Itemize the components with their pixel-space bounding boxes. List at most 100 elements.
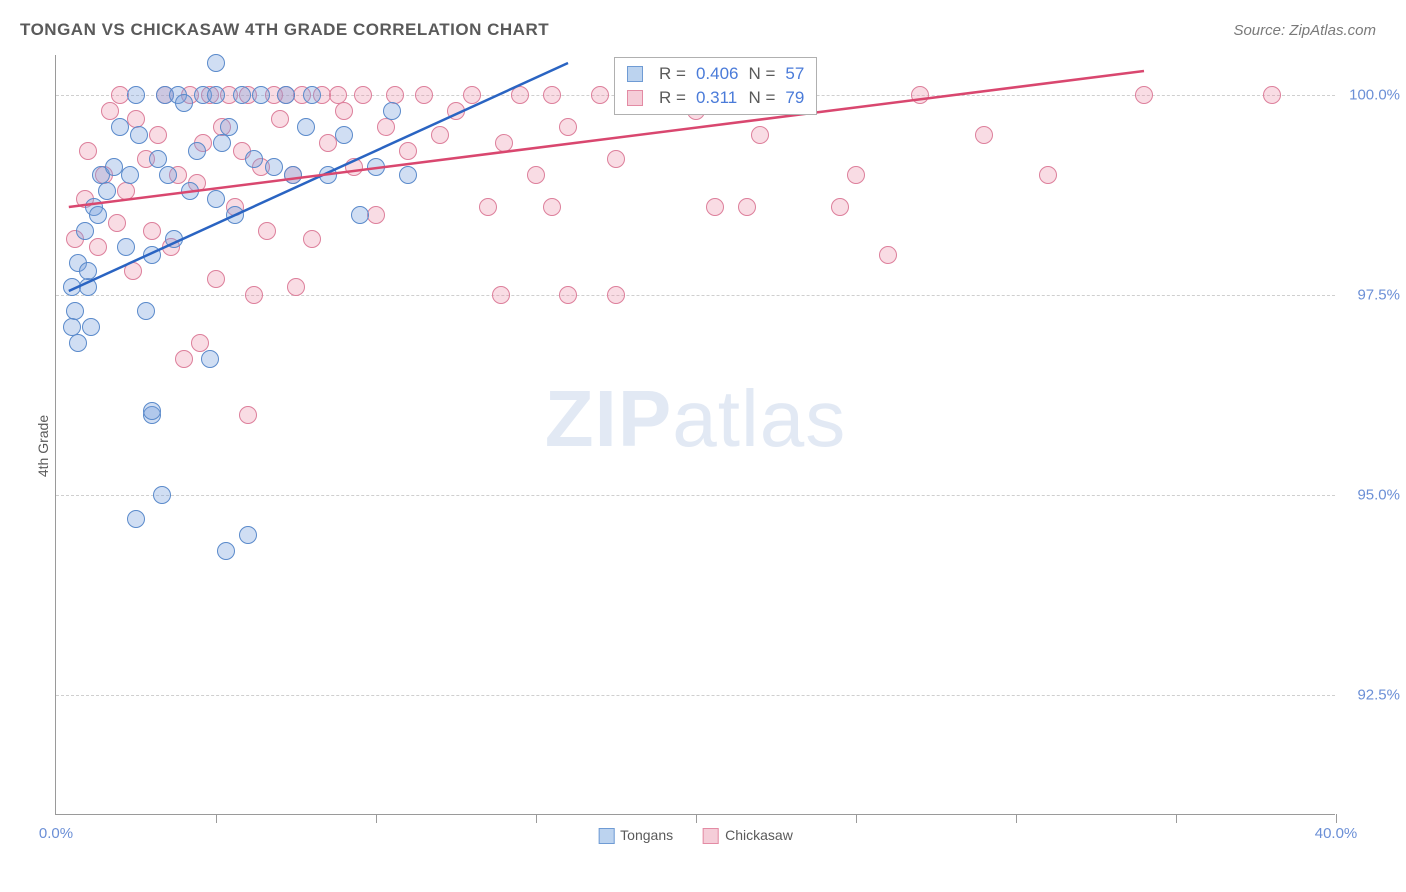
scatter-point: [377, 118, 395, 136]
scatter-point: [879, 246, 897, 264]
y-axis-label: 4th Grade: [35, 415, 51, 477]
scatter-point: [130, 126, 148, 144]
scatter-point: [265, 86, 283, 104]
scatter-point: [284, 166, 302, 184]
scatter-point: [169, 86, 187, 104]
scatter-point: [188, 174, 206, 192]
scatter-point: [111, 118, 129, 136]
scatter-point: [975, 126, 993, 144]
legend-label: Chickasaw: [725, 827, 793, 843]
scatter-point: [117, 238, 135, 256]
r-value: 0.311: [696, 88, 739, 108]
series-legend: Tongans Chickasaw: [598, 827, 793, 844]
scatter-point: [66, 302, 84, 320]
x-tick: [216, 814, 217, 823]
scatter-point: [213, 118, 231, 136]
scatter-point: [287, 278, 305, 296]
legend-item: Tongans: [598, 827, 673, 844]
scatter-point: [156, 86, 174, 104]
scatter-point: [69, 254, 87, 272]
scatter-point: [313, 86, 331, 104]
scatter-point: [751, 126, 769, 144]
scatter-point: [463, 86, 481, 104]
scatter-point: [127, 510, 145, 528]
scatter-point: [239, 406, 257, 424]
scatter-point: [495, 134, 513, 152]
scatter-point: [201, 350, 219, 368]
scatter-point: [319, 134, 337, 152]
scatter-point: [245, 286, 263, 304]
scatter-point: [239, 86, 257, 104]
scatter-point: [66, 230, 84, 248]
scatter-point: [101, 102, 119, 120]
scatter-point: [79, 262, 97, 280]
scatter-point: [82, 318, 100, 336]
scatter-point: [431, 126, 449, 144]
scatter-point: [76, 222, 94, 240]
scatter-point: [559, 118, 577, 136]
legend-swatch: [703, 828, 719, 844]
scatter-point: [213, 134, 231, 152]
scatter-point: [511, 86, 529, 104]
scatter-point: [706, 198, 724, 216]
scatter-point: [69, 334, 87, 352]
scatter-point: [319, 166, 337, 184]
source-attribution: Source: ZipAtlas.com: [1233, 22, 1376, 39]
scatter-point: [479, 198, 497, 216]
r-label: R =: [659, 88, 686, 108]
legend-swatch: [627, 90, 643, 106]
scatter-point: [194, 134, 212, 152]
scatter-point: [137, 302, 155, 320]
scatter-point: [239, 526, 257, 544]
scatter-point: [399, 142, 417, 160]
scatter-point: [143, 246, 161, 264]
scatter-point: [591, 86, 609, 104]
scatter-point: [181, 182, 199, 200]
scatter-point: [303, 230, 321, 248]
scatter-point: [143, 406, 161, 424]
legend-item: Chickasaw: [703, 827, 793, 844]
scatter-point: [153, 486, 171, 504]
plot-area: ZIPatlas 92.5%95.0%97.5%100.0%0.0%40.0%R…: [55, 55, 1335, 815]
gridline-h: [56, 295, 1335, 296]
scatter-point: [277, 86, 295, 104]
scatter-point: [607, 150, 625, 168]
scatter-point: [127, 86, 145, 104]
scatter-point: [226, 198, 244, 216]
scatter-point: [367, 206, 385, 224]
scatter-point: [335, 126, 353, 144]
scatter-point: [156, 86, 174, 104]
scatter-point: [188, 142, 206, 160]
scatter-point: [149, 150, 167, 168]
gridline-h: [56, 695, 1335, 696]
watermark: ZIPatlas: [545, 373, 846, 465]
scatter-point: [345, 158, 363, 176]
scatter-point: [111, 86, 129, 104]
y-tick-label: 95.0%: [1357, 487, 1400, 504]
x-tick: [856, 814, 857, 823]
scatter-point: [169, 166, 187, 184]
scatter-point: [137, 150, 155, 168]
scatter-point: [92, 166, 110, 184]
r-label: R =: [659, 64, 686, 84]
scatter-point: [217, 542, 235, 560]
n-value: 57: [785, 64, 804, 84]
scatter-point: [143, 402, 161, 420]
x-tick: [376, 814, 377, 823]
y-tick-label: 92.5%: [1357, 687, 1400, 704]
scatter-point: [543, 198, 561, 216]
scatter-point: [293, 86, 311, 104]
scatter-point: [220, 118, 238, 136]
scatter-point: [367, 158, 385, 176]
scatter-point: [258, 222, 276, 240]
scatter-point: [245, 150, 263, 168]
scatter-point: [252, 86, 270, 104]
x-tick: [536, 814, 537, 823]
scatter-point: [207, 86, 225, 104]
trend-line: [69, 71, 1144, 207]
scatter-point: [79, 278, 97, 296]
scatter-point: [354, 86, 372, 104]
watermark-atlas: atlas: [672, 374, 846, 463]
scatter-point: [181, 86, 199, 104]
scatter-point: [207, 270, 225, 288]
